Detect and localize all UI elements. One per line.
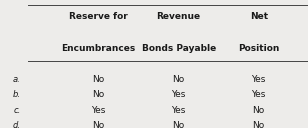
Text: No: No	[253, 106, 265, 115]
Text: No: No	[172, 75, 185, 84]
Text: No: No	[92, 121, 105, 128]
Text: Position: Position	[238, 44, 279, 52]
Text: Bonds Payable: Bonds Payable	[141, 44, 216, 52]
Text: Yes: Yes	[252, 90, 266, 99]
Text: Net: Net	[250, 12, 268, 20]
Text: Reserve for: Reserve for	[69, 12, 128, 20]
Text: a.: a.	[13, 75, 21, 84]
Text: Yes: Yes	[252, 75, 266, 84]
Text: Yes: Yes	[172, 90, 186, 99]
Text: No: No	[92, 90, 105, 99]
Text: Yes: Yes	[172, 106, 186, 115]
Text: No: No	[172, 121, 185, 128]
Text: No: No	[253, 121, 265, 128]
Text: Revenue: Revenue	[156, 12, 201, 20]
Text: c.: c.	[13, 106, 21, 115]
Text: No: No	[92, 75, 105, 84]
Text: d.: d.	[13, 121, 21, 128]
Text: Yes: Yes	[91, 106, 106, 115]
Text: b.: b.	[13, 90, 21, 99]
Text: Encumbrances: Encumbrances	[61, 44, 136, 52]
